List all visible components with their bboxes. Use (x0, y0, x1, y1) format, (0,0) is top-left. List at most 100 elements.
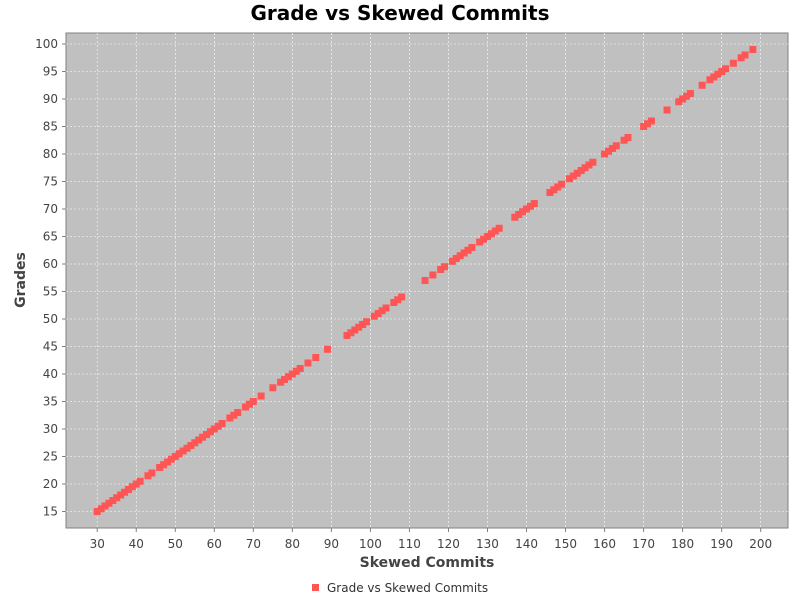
y-tick-label: 80 (43, 147, 58, 161)
y-tick-label: 65 (43, 230, 58, 244)
data-point (187, 442, 195, 449)
data-point (511, 213, 519, 221)
data-point (601, 150, 609, 158)
data-point (480, 235, 488, 243)
y-tick-label: 70 (43, 202, 58, 216)
data-point (363, 318, 371, 326)
legend: Grade vs Skewed Commits (312, 581, 488, 595)
data-point (374, 310, 382, 317)
data-point (288, 370, 296, 378)
data-point (109, 497, 117, 504)
y-tick-label: 85 (43, 120, 58, 134)
data-point (706, 76, 714, 84)
data-point (323, 345, 331, 353)
data-point (686, 90, 694, 97)
x-tick-label: 160 (593, 537, 616, 551)
data-point (370, 312, 378, 320)
x-tick-label: 170 (632, 537, 655, 551)
data-point (281, 376, 289, 383)
data-point (663, 106, 671, 114)
data-point (105, 499, 113, 507)
data-point (491, 227, 499, 235)
data-point (581, 164, 589, 172)
data-point (526, 202, 534, 210)
y-axis-ticks: 15 20 25 30 35 40 45 50 55 60 65 70 75 80 85 90 95 100 (35, 37, 66, 519)
legend-marker (312, 584, 319, 591)
data-point (382, 304, 390, 312)
legend-label: Grade vs Skewed Commits (327, 581, 488, 595)
data-point (245, 400, 253, 408)
data-point (640, 123, 648, 130)
data-point (675, 98, 683, 106)
data-point (351, 326, 359, 334)
data-point (722, 65, 730, 73)
data-point (355, 323, 363, 331)
data-point (612, 142, 620, 150)
data-point (483, 233, 491, 240)
data-point (452, 255, 460, 262)
y-tick-label: 15 (43, 505, 58, 519)
x-tick-label: 110 (398, 537, 421, 551)
data-point (101, 502, 109, 510)
data-point (202, 431, 210, 438)
y-tick-label: 55 (43, 285, 58, 299)
y-tick-label: 60 (43, 257, 58, 271)
data-point (378, 307, 386, 315)
data-point (117, 491, 125, 499)
y-tick-label: 40 (43, 367, 58, 381)
x-tick-label: 100 (359, 537, 382, 551)
data-point (456, 252, 464, 260)
data-point (218, 420, 226, 427)
y-tick-label: 100 (35, 37, 58, 51)
x-tick-label: 30 (90, 537, 105, 551)
x-tick-label: 130 (476, 537, 499, 551)
data-point (296, 365, 304, 372)
data-point (519, 208, 527, 216)
x-axis-label: Skewed Commits (360, 555, 495, 571)
x-tick-label: 70 (246, 537, 261, 551)
data-point (448, 257, 456, 265)
y-tick-label: 35 (43, 395, 58, 409)
data-point (144, 472, 152, 480)
x-tick-label: 180 (671, 537, 694, 551)
y-tick-label: 90 (43, 92, 58, 106)
data-point (171, 453, 179, 460)
data-point (167, 455, 175, 463)
x-tick-label: 60 (207, 537, 222, 551)
y-tick-label: 20 (43, 477, 58, 491)
y-tick-label: 25 (43, 450, 58, 464)
data-point (565, 175, 573, 183)
data-point (546, 189, 554, 196)
data-point (132, 480, 140, 488)
data-points (93, 46, 757, 515)
data-point (683, 92, 691, 100)
data-point (304, 359, 312, 367)
data-point (573, 169, 581, 177)
data-point (312, 354, 320, 361)
data-point (620, 136, 628, 144)
data-point (148, 469, 156, 477)
data-point (257, 392, 265, 400)
data-point (124, 486, 132, 493)
x-tick-label: 190 (710, 537, 733, 551)
data-point (206, 428, 214, 436)
data-point (476, 238, 484, 246)
data-point (647, 117, 655, 125)
data-point (554, 183, 562, 191)
data-point (183, 444, 191, 452)
data-point (737, 54, 745, 62)
data-point (464, 246, 472, 254)
data-point (589, 158, 597, 166)
grid-lines (66, 33, 788, 528)
data-point (226, 414, 234, 422)
data-point (230, 411, 238, 419)
data-point (523, 205, 531, 213)
y-tick-label: 45 (43, 340, 58, 354)
data-point (249, 398, 257, 405)
data-point (437, 266, 445, 273)
x-tick-label: 40 (129, 537, 144, 551)
data-point (577, 167, 585, 174)
data-point (429, 271, 437, 279)
data-point (292, 367, 300, 375)
data-point (460, 249, 468, 257)
